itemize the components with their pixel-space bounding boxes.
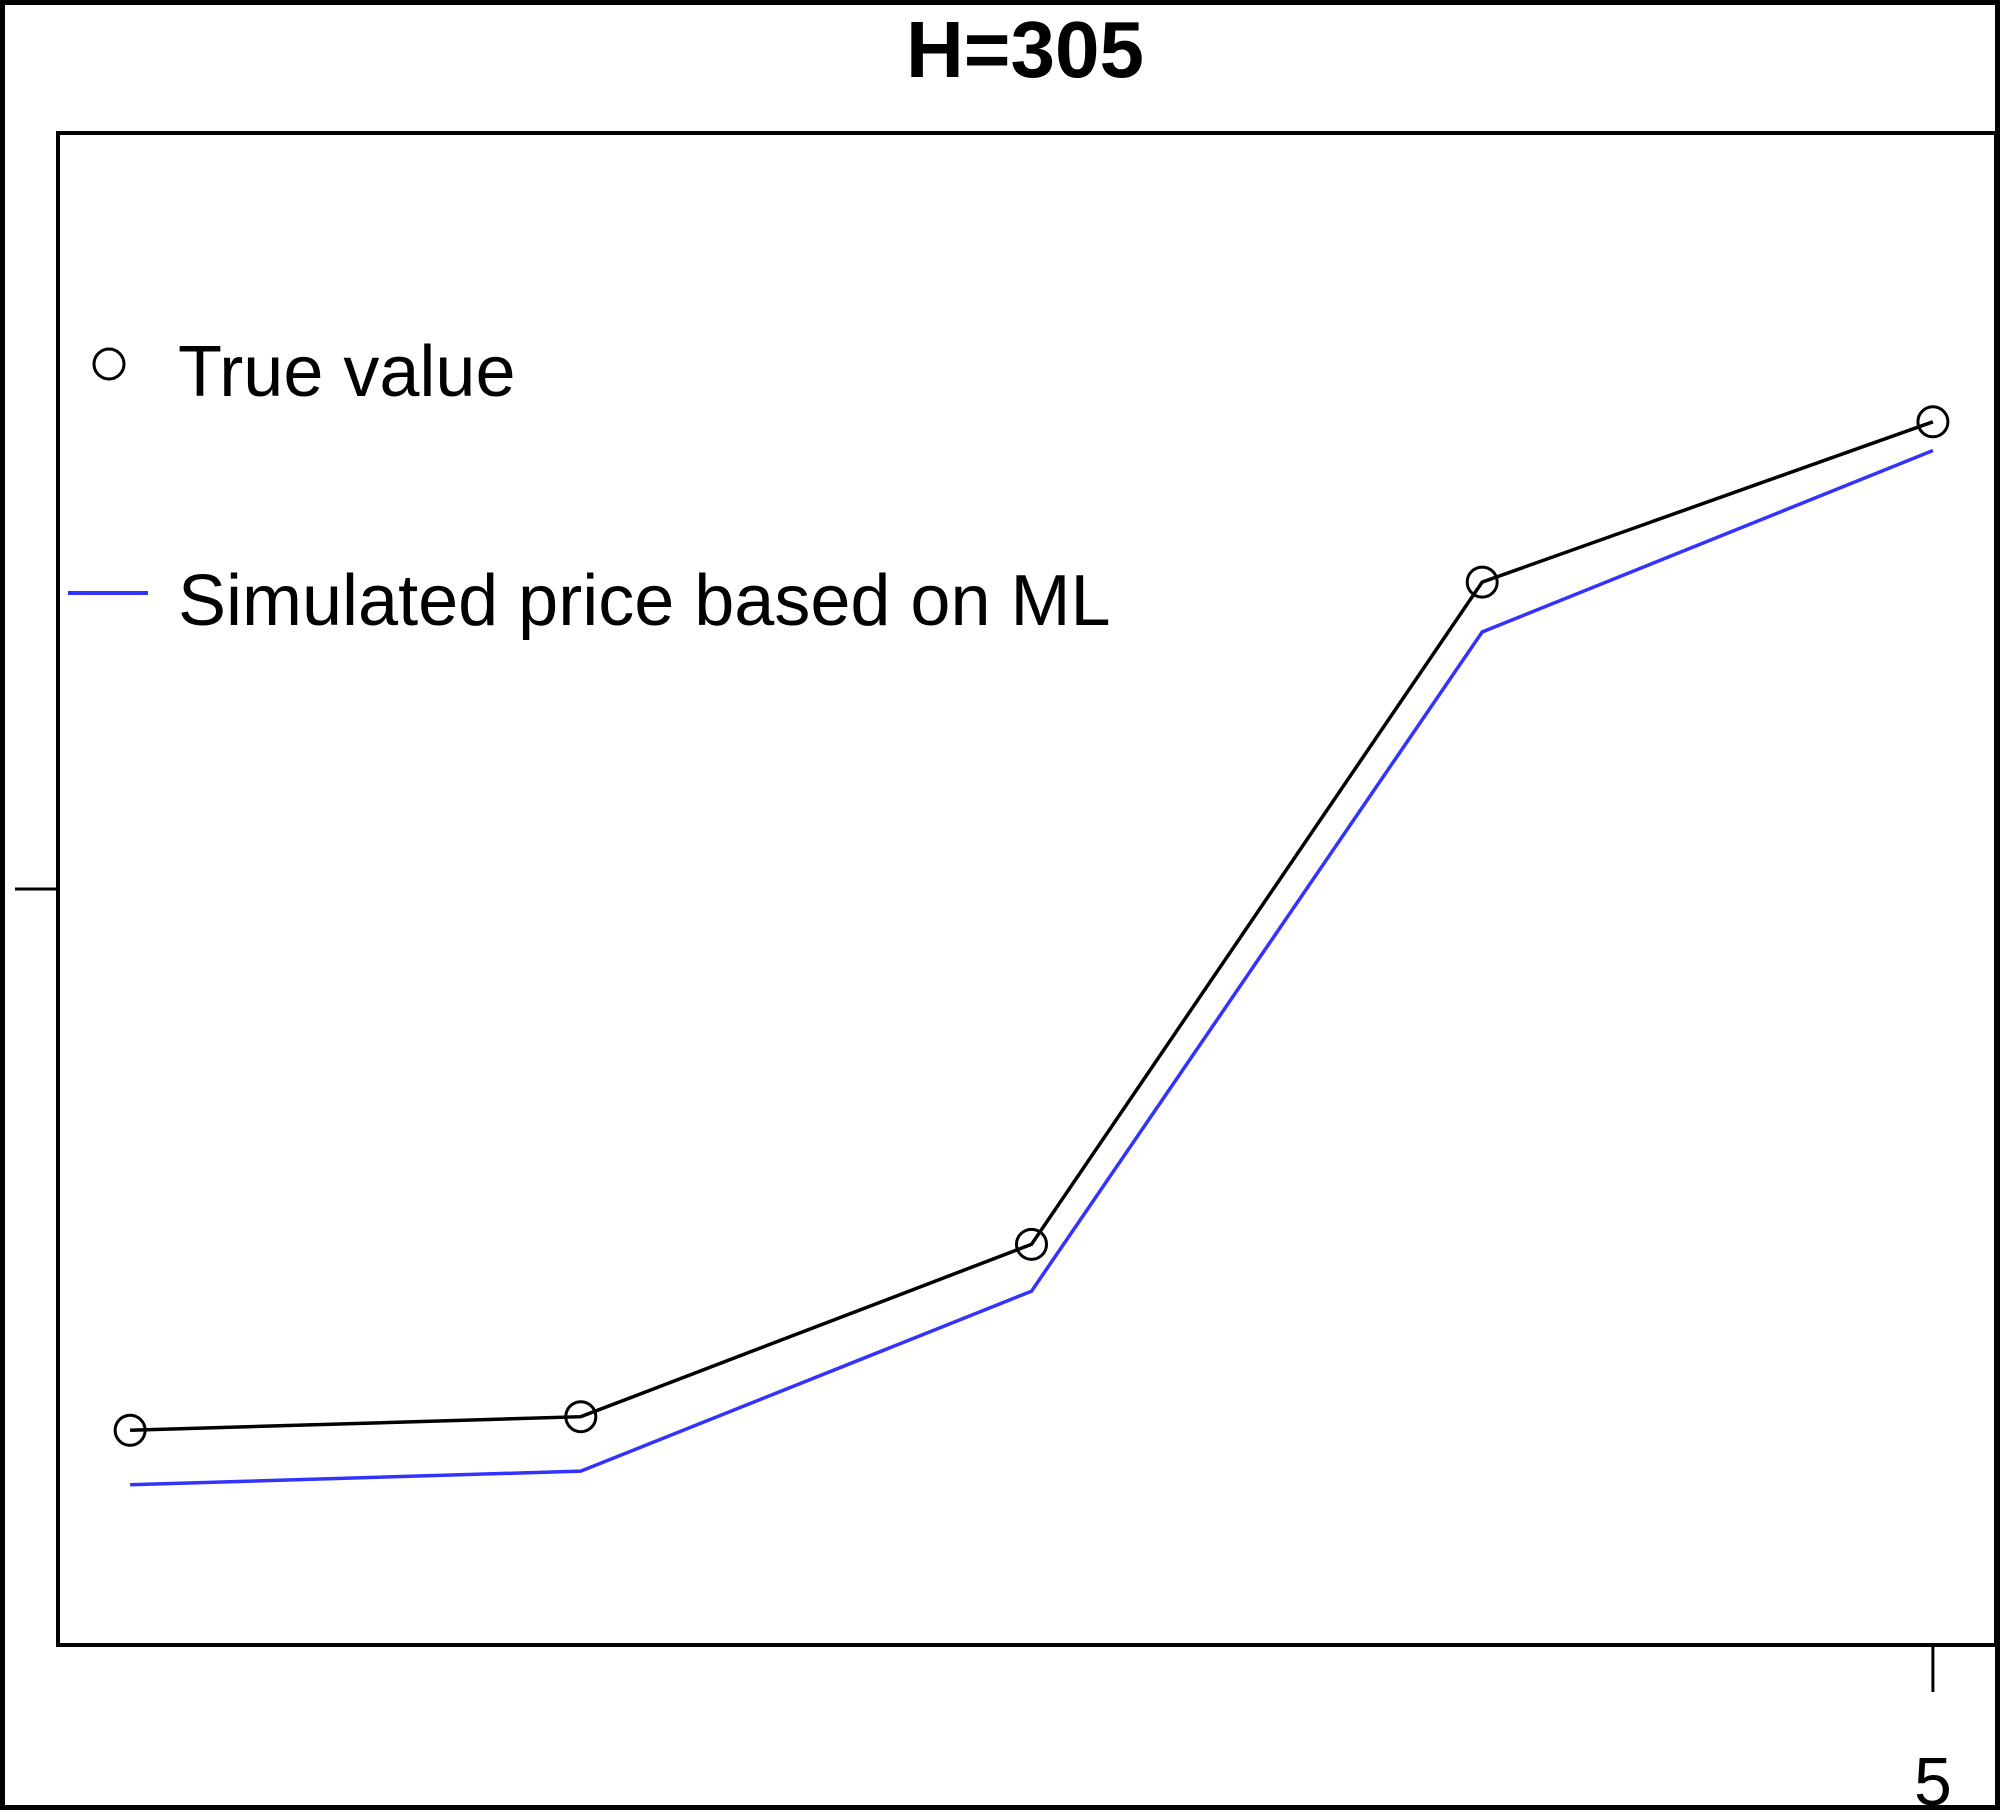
x-tick-label-0: 5: [1914, 1744, 1952, 1815]
legend-label-simulated-price: Simulated price based on ML: [178, 561, 1111, 641]
data-point-0-0: [113, 1413, 147, 1447]
chart-title: H=305: [906, 5, 1144, 94]
legend-marker-true-value: [92, 347, 126, 381]
data-point-0-4: [1916, 405, 1950, 439]
legend: True value Simulated price based on ML: [68, 332, 1111, 641]
data-point-0-2: [1015, 1227, 1049, 1261]
series-line-0: [130, 420, 1934, 1433]
line-chart: H=305 5 True value Simulated price based…: [15, 5, 1998, 1815]
series-layer: [113, 405, 1950, 1487]
legend-label-true-value: True value: [178, 332, 516, 412]
data-point-0-1: [564, 1400, 598, 1434]
data-point-0-3: [1465, 565, 1499, 599]
series-simulated-price: [130, 448, 1934, 1487]
series-true-value: [113, 405, 1950, 1447]
series-line-1: [130, 448, 1934, 1487]
axes: 5: [15, 887, 1952, 1815]
